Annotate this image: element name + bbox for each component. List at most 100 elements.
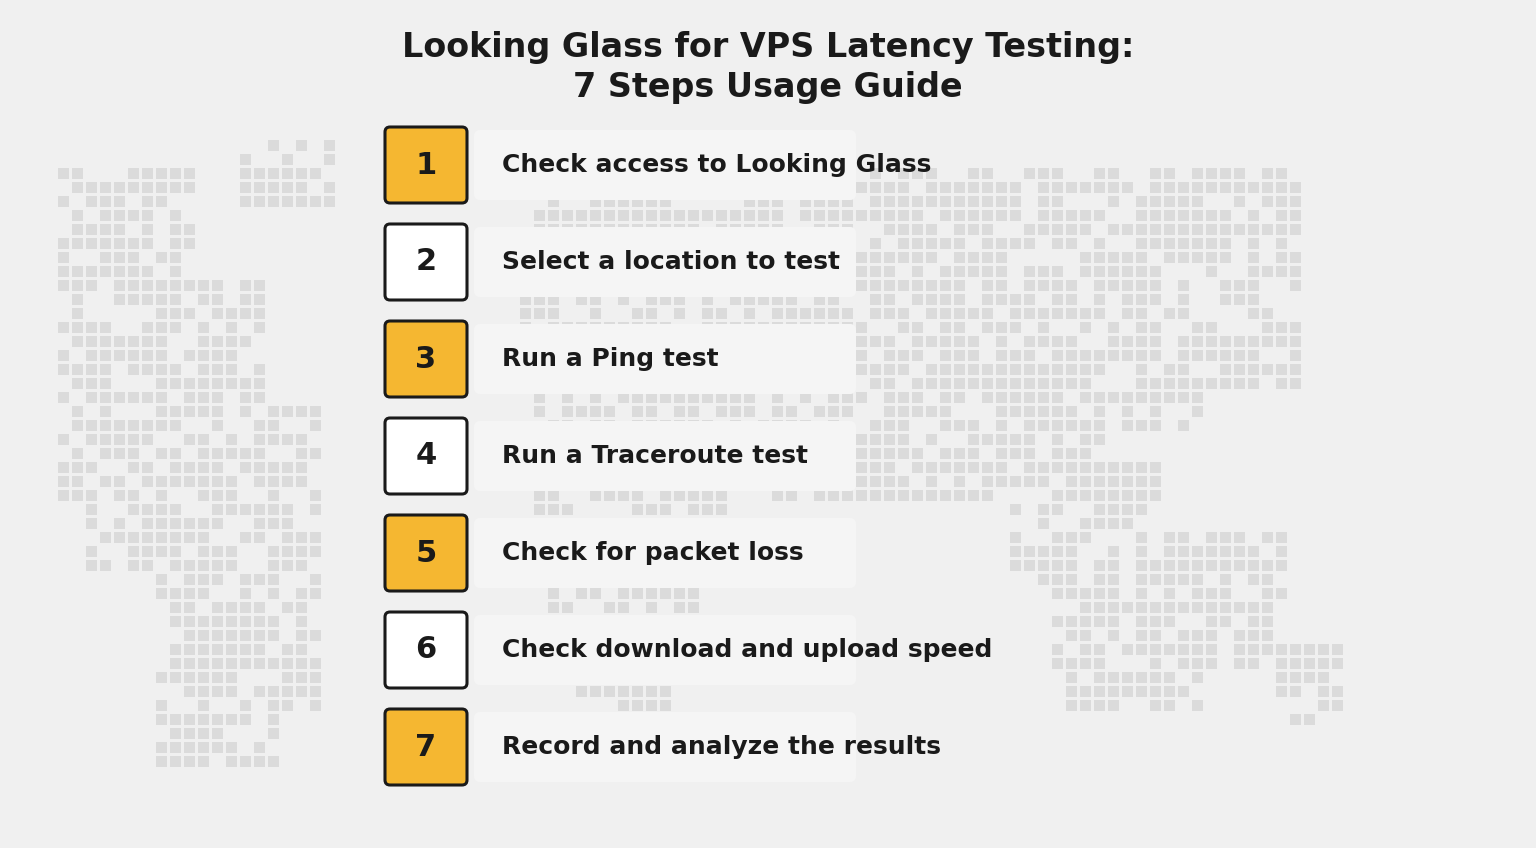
Bar bbox=[1080, 700, 1091, 711]
Bar bbox=[617, 462, 630, 473]
Bar bbox=[212, 504, 223, 515]
Bar bbox=[1137, 196, 1147, 207]
Bar bbox=[590, 588, 601, 599]
Bar bbox=[617, 490, 630, 501]
Bar bbox=[170, 364, 181, 375]
Bar bbox=[1038, 196, 1049, 207]
Bar bbox=[240, 406, 250, 417]
Bar bbox=[58, 364, 69, 375]
Bar bbox=[631, 504, 644, 515]
Bar bbox=[170, 616, 181, 627]
Bar bbox=[617, 280, 630, 291]
Bar bbox=[757, 294, 770, 305]
Bar bbox=[814, 168, 825, 179]
Bar bbox=[184, 434, 195, 445]
Bar bbox=[674, 378, 685, 389]
Bar bbox=[899, 224, 909, 235]
Bar bbox=[1080, 658, 1091, 669]
Bar bbox=[899, 490, 909, 501]
Bar bbox=[716, 210, 727, 221]
Bar bbox=[1318, 686, 1329, 697]
Bar bbox=[127, 182, 138, 193]
Bar bbox=[226, 322, 237, 333]
Bar bbox=[842, 434, 852, 445]
Bar bbox=[773, 336, 783, 347]
Bar bbox=[786, 448, 797, 459]
Bar bbox=[253, 686, 266, 697]
Bar bbox=[604, 490, 614, 501]
Bar bbox=[869, 196, 882, 207]
Bar bbox=[1263, 630, 1273, 641]
Bar bbox=[604, 560, 614, 571]
Bar bbox=[1164, 616, 1175, 627]
Bar bbox=[240, 154, 250, 165]
Bar bbox=[1164, 196, 1175, 207]
Bar bbox=[170, 308, 181, 319]
Bar bbox=[1332, 686, 1342, 697]
Bar bbox=[212, 644, 223, 655]
Bar bbox=[72, 420, 83, 431]
Bar bbox=[1220, 364, 1230, 375]
Bar bbox=[240, 182, 250, 193]
Bar bbox=[954, 350, 965, 361]
Bar bbox=[283, 700, 293, 711]
Bar bbox=[1247, 574, 1260, 585]
Bar bbox=[885, 210, 895, 221]
Bar bbox=[674, 602, 685, 613]
Bar bbox=[660, 658, 671, 669]
Bar bbox=[198, 658, 209, 669]
Bar bbox=[995, 406, 1008, 417]
Bar bbox=[1150, 406, 1161, 417]
Bar bbox=[1094, 266, 1104, 277]
Bar bbox=[800, 182, 811, 193]
Bar bbox=[562, 476, 573, 487]
Bar bbox=[954, 308, 965, 319]
Bar bbox=[912, 196, 923, 207]
Bar bbox=[576, 672, 587, 683]
Bar bbox=[590, 560, 601, 571]
Bar bbox=[856, 448, 866, 459]
Bar bbox=[1206, 252, 1217, 263]
Bar bbox=[1038, 364, 1049, 375]
Bar bbox=[170, 476, 181, 487]
Bar bbox=[296, 448, 307, 459]
Bar bbox=[954, 378, 965, 389]
Bar bbox=[1094, 518, 1104, 529]
Bar bbox=[1080, 462, 1091, 473]
Bar bbox=[127, 462, 138, 473]
Bar bbox=[828, 462, 839, 473]
FancyBboxPatch shape bbox=[386, 515, 467, 591]
Bar bbox=[198, 700, 209, 711]
Bar bbox=[617, 434, 630, 445]
Bar bbox=[647, 602, 657, 613]
Bar bbox=[786, 168, 797, 179]
Bar bbox=[296, 532, 307, 543]
Bar bbox=[1107, 392, 1120, 403]
Bar bbox=[548, 616, 559, 627]
Bar bbox=[127, 252, 138, 263]
Bar bbox=[184, 476, 195, 487]
Bar bbox=[1290, 336, 1301, 347]
Bar bbox=[660, 546, 671, 557]
Bar bbox=[1038, 182, 1049, 193]
Bar bbox=[1066, 658, 1077, 669]
Bar bbox=[982, 210, 992, 221]
Bar bbox=[631, 546, 644, 557]
Bar bbox=[800, 364, 811, 375]
Bar bbox=[828, 448, 839, 459]
Bar bbox=[1220, 252, 1230, 263]
Bar bbox=[590, 266, 601, 277]
Bar bbox=[617, 616, 630, 627]
Bar bbox=[170, 532, 181, 543]
Bar bbox=[1094, 406, 1104, 417]
Bar bbox=[674, 350, 685, 361]
Bar bbox=[1025, 434, 1035, 445]
Bar bbox=[1137, 574, 1147, 585]
Bar bbox=[869, 364, 882, 375]
Bar bbox=[1066, 224, 1077, 235]
Bar bbox=[757, 378, 770, 389]
Bar bbox=[240, 574, 250, 585]
Bar bbox=[631, 378, 644, 389]
Bar bbox=[296, 406, 307, 417]
Bar bbox=[576, 574, 587, 585]
